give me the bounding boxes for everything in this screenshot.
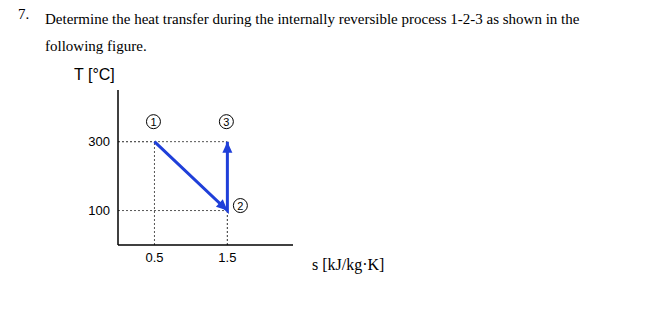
html-text:7.: 7. — [18, 6, 30, 22]
svg-text:300: 300 — [88, 134, 110, 149]
html-text:T [°C]: T [°C] — [74, 66, 115, 83]
svg-text:100: 100 — [88, 203, 110, 218]
html-text:s [kJ/kg·K]: s [kJ/kg·K] — [312, 256, 385, 273]
svg-text:2: 2 — [237, 200, 243, 212]
svg-text:0.5: 0.5 — [145, 250, 163, 265]
svg-text:1: 1 — [150, 116, 156, 128]
svg-text:3: 3 — [223, 116, 229, 128]
html-text:Determine the heat transfer du: Determine the heat transfer during the i… — [45, 11, 580, 54]
svg-text:1.5: 1.5 — [218, 250, 236, 265]
